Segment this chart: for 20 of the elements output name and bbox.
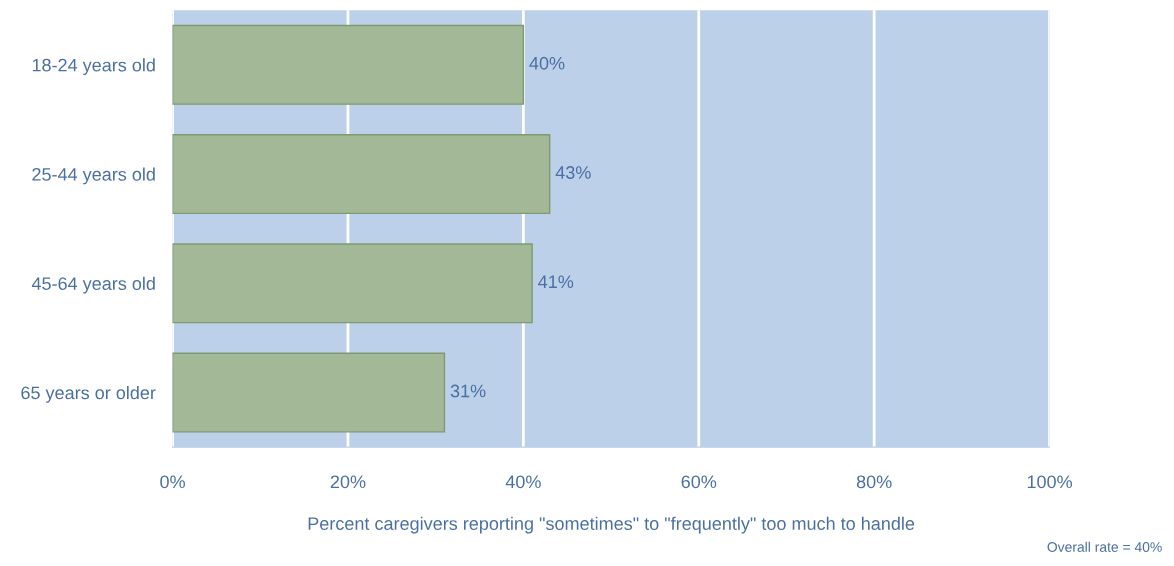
data-label: 31% (450, 384, 486, 398)
bar (172, 243, 533, 324)
x-axis-title: Percent caregivers reporting "sometimes" to "frequently" too much to handle (308, 516, 915, 534)
bar (172, 134, 551, 215)
text: Overall rate = 40% (1047, 541, 1162, 552)
x-tick-label: 40% (505, 475, 541, 489)
data-label: 40% (529, 56, 565, 70)
x-tick-label: 100% (1027, 475, 1072, 489)
x-tick-label: 80% (856, 475, 892, 489)
x-tick-label: 0% (160, 475, 185, 489)
y-tick-label: 18-24 years old (32, 58, 155, 76)
data-label: 43% (555, 166, 591, 179)
x-tick-label: 20% (330, 475, 366, 489)
data-label: 41% (538, 275, 574, 289)
y-tick-label: 65 years or older (21, 385, 156, 403)
y-tick-label: 25-44 years old (32, 167, 155, 185)
x-tick-label: 60% (681, 475, 717, 489)
y-tick-label: 45-64 years old (31, 276, 155, 294)
bar (172, 24, 525, 105)
bar (172, 352, 446, 433)
